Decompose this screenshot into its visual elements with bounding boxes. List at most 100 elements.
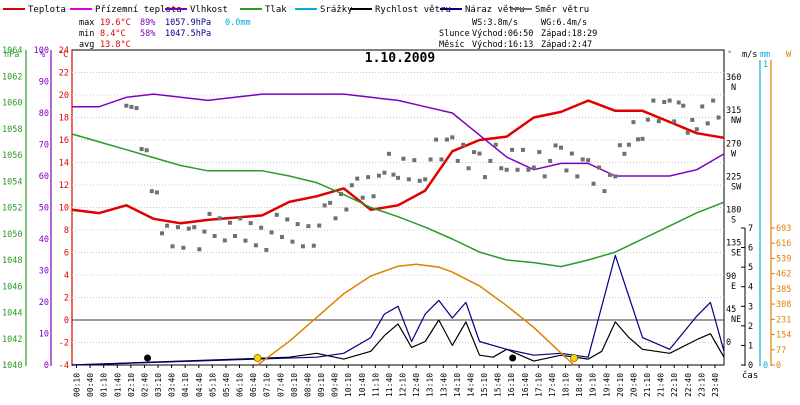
direction-tick-label: 135 <box>726 239 741 249</box>
wind-direction-marker <box>520 147 525 152</box>
pressure-tick-label: 1064 <box>2 46 22 56</box>
humidity-tick-label: 50 <box>39 204 49 214</box>
wind-direction-marker <box>391 172 396 177</box>
wind-tick-label: 3 <box>748 302 753 312</box>
wind-direction-marker <box>705 121 710 126</box>
x-tick-label: 15:10 <box>480 373 489 397</box>
direction-tick-label: 90 <box>726 272 736 282</box>
humidity-tick-label: 0 <box>44 361 49 371</box>
direction-tick-label: 180 <box>726 206 741 216</box>
wind-direction-marker <box>635 137 640 142</box>
wind-direction-marker <box>482 175 487 180</box>
x-tick-label: 16:40 <box>521 373 530 397</box>
x-tick-label: 04:10 <box>181 373 190 397</box>
stats-row-label: avg <box>79 40 94 50</box>
wind-direction-marker <box>515 167 520 172</box>
wind-direction-marker <box>504 167 509 172</box>
stats-pressure: 1047.5hPa <box>165 29 211 39</box>
wind-direction-marker <box>290 239 295 244</box>
x-tick-label: 16:10 <box>507 373 516 397</box>
wind-direction-marker <box>651 98 656 103</box>
wind-direction-marker <box>344 207 349 212</box>
direction-tick-dir: SE <box>731 249 741 259</box>
wind-direction-marker <box>493 142 498 147</box>
temperature-tick-label: 12 <box>59 181 69 191</box>
series-line-Sluneční záření <box>257 263 575 366</box>
wind-direction-marker <box>711 98 716 103</box>
stats-temp: 19.6°C <box>100 18 131 28</box>
temperature-tick-label: 8 <box>64 226 69 236</box>
wind-tick-label: 5 <box>748 263 753 273</box>
wind-direction-marker <box>248 221 253 226</box>
temperature-tick-label: 2 <box>64 294 69 304</box>
wind-direction-marker <box>575 174 580 179</box>
solar-tick-label: 693 <box>776 224 791 234</box>
wind-direction-marker <box>645 117 650 122</box>
x-tick-label: 05:40 <box>222 373 231 397</box>
pressure-tick-label: 1056 <box>2 151 22 161</box>
solar-tick-label: 308 <box>776 300 791 310</box>
wind-direction-marker <box>591 181 596 186</box>
temperature-tick-label: 0 <box>64 316 69 326</box>
solar-tick-label: 462 <box>776 270 791 280</box>
legend-label: Vlhkost <box>190 5 228 15</box>
wind-direction-marker <box>640 136 645 141</box>
humidity-tick-label: 80 <box>39 109 49 119</box>
wind-direction-marker <box>386 151 391 156</box>
solar-tick-label: 231 <box>776 315 791 325</box>
wind-direction-marker <box>227 220 232 225</box>
x-tick-label: 18:40 <box>575 373 584 397</box>
x-tick-label: 07:40 <box>276 373 285 397</box>
wind-direction-marker <box>181 245 186 250</box>
humidity-tick-label: 60 <box>39 172 49 182</box>
wind-direction-marker <box>139 147 144 152</box>
wind-direction-marker <box>355 176 360 181</box>
wind-direction-marker <box>280 235 285 240</box>
pressure-tick-label: 1050 <box>2 230 22 240</box>
temperature-tick-label: 4 <box>64 271 69 281</box>
wind-direction-marker <box>439 157 444 162</box>
solar-tick-label: 77 <box>776 346 786 356</box>
wind-direction-marker <box>154 190 159 195</box>
x-tick-label: 19:10 <box>589 373 598 397</box>
legend-label: Tlak <box>265 5 287 15</box>
x-tick-label: 15:40 <box>494 373 503 397</box>
wind-direction-marker <box>672 119 677 124</box>
x-tick-label: 12:40 <box>412 373 421 397</box>
wind-direction-marker <box>306 224 311 229</box>
humidity-tick-label: 70 <box>39 141 49 151</box>
wind-direction-marker <box>274 212 279 217</box>
wind-direction-marker <box>586 158 591 163</box>
x-tick-label: 23:40 <box>711 373 720 397</box>
x-tick-label: 14:10 <box>453 373 462 397</box>
x-tick-label: 10:40 <box>358 373 367 397</box>
direction-tick-label: 225 <box>726 172 741 182</box>
humidity-tick-label: 20 <box>39 298 49 308</box>
wind-direction-marker <box>681 103 686 108</box>
x-tick-label: 21:40 <box>657 373 666 397</box>
wind-direction-marker <box>428 157 433 162</box>
x-tick-label: 08:10 <box>290 373 299 397</box>
x-tick-label: 17:40 <box>548 373 557 397</box>
wind-direction-marker <box>259 225 264 230</box>
wind-direction-marker <box>477 151 482 156</box>
x-tick-label: 06:10 <box>236 373 245 397</box>
x-tick-label: 09:10 <box>317 373 326 397</box>
wind-direction-marker <box>613 174 618 179</box>
wind-direction-marker <box>700 104 705 109</box>
x-tick-label: 12:10 <box>399 373 408 397</box>
x-tick-label: 20:40 <box>629 373 638 397</box>
x-tick-label: 19:40 <box>602 373 611 397</box>
legend-label: Směr větru <box>535 5 589 15</box>
wind-direction-marker <box>676 100 681 105</box>
stats-humidity: 58% <box>140 29 155 39</box>
chart-title: 1.10.2009 <box>365 51 435 66</box>
pressure-tick-label: 1040 <box>2 361 22 371</box>
wind-direction-marker <box>531 165 536 170</box>
humidity-tick-label: 40 <box>39 235 49 245</box>
wind-direction-marker <box>222 238 227 243</box>
wind-direction-marker <box>129 104 134 109</box>
wind-direction-marker <box>656 119 661 124</box>
stats-temp: 13.8°C <box>100 40 131 50</box>
